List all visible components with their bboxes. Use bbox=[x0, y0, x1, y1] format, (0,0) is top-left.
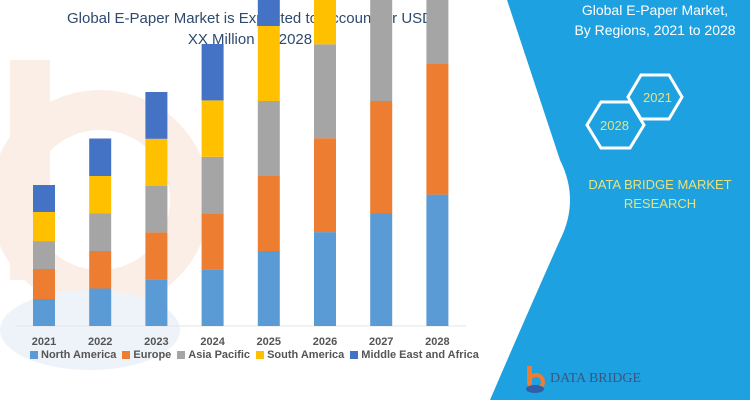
bar-segment-south-america-2024 bbox=[201, 100, 224, 157]
legend-swatch bbox=[30, 351, 38, 359]
legend-item: Europe bbox=[122, 349, 171, 361]
hex-2028 bbox=[585, 100, 646, 150]
hex-label-start: 2021 bbox=[643, 90, 672, 105]
bar-segment-europe-2025 bbox=[257, 176, 280, 251]
logo-icon bbox=[526, 366, 545, 393]
x-tick-label: 2028 bbox=[425, 336, 449, 348]
bar-segment-europe-2021 bbox=[33, 269, 55, 299]
legend-label: Europe bbox=[133, 349, 172, 361]
bar-segment-europe-2022 bbox=[89, 251, 112, 289]
bar-segment-north-america-2026 bbox=[314, 232, 336, 326]
legend-swatch bbox=[256, 351, 265, 359]
x-tick-label: 2026 bbox=[313, 336, 337, 348]
bar-segment-middle-east-and-africa-2023 bbox=[145, 92, 168, 139]
legend-item: Asia Pacific bbox=[177, 349, 250, 361]
hex-label-end: 2028 bbox=[600, 118, 629, 133]
bar-segment-north-america-2022 bbox=[89, 288, 112, 326]
x-tick-label: 2027 bbox=[369, 336, 393, 348]
chart-title: Global E-Paper Market is Expected to Acc… bbox=[67, 10, 433, 48]
bar-segment-north-america-2023 bbox=[145, 279, 168, 326]
bar-segment-asia-pacific-2028 bbox=[426, 0, 449, 64]
bar-segment-north-america-2021 bbox=[33, 299, 55, 326]
bar-segment-south-america-2026 bbox=[314, 0, 336, 45]
legend-swatch bbox=[177, 351, 186, 359]
bar-segment-europe-2026 bbox=[314, 138, 336, 233]
bar-segment-south-america-2022 bbox=[89, 176, 112, 214]
legend: North America Europe Asia Pacific South Ame… bbox=[30, 349, 479, 361]
bar-segment-asia-pacific-2025 bbox=[257, 101, 280, 176]
bar-segment-middle-east-and-africa-2024 bbox=[201, 44, 224, 101]
logo: DATA BRIDGE bbox=[524, 364, 641, 394]
bar-segment-south-america-2021 bbox=[33, 212, 55, 242]
bar-segment-europe-2028 bbox=[426, 63, 449, 195]
bar-segment-asia-pacific-2023 bbox=[145, 185, 168, 233]
bar-segment-south-america-2023 bbox=[145, 138, 168, 186]
legend-item: North America bbox=[30, 349, 116, 361]
bar-segment-middle-east-and-africa-2022 bbox=[89, 138, 112, 176]
bar-segment-south-america-2025 bbox=[257, 26, 280, 101]
bar-segment-north-america-2025 bbox=[257, 251, 280, 326]
bar-segment-north-america-2027 bbox=[370, 213, 393, 326]
bar-segment-europe-2023 bbox=[145, 232, 168, 280]
bar-segment-middle-east-and-africa-2025 bbox=[257, 0, 280, 26]
legend-label: Middle East and Africa bbox=[361, 349, 479, 361]
bar-segment-europe-2024 bbox=[201, 213, 224, 270]
bar-segment-asia-pacific-2021 bbox=[33, 241, 55, 269]
legend-label: North America bbox=[41, 349, 117, 361]
legend-label: Asia Pacific bbox=[188, 349, 251, 361]
panel-title: Global E-Paper Market, By Regions, 2021 … bbox=[574, 2, 736, 38]
legend-swatch bbox=[350, 351, 359, 359]
x-tick-label: 2021 bbox=[32, 336, 56, 348]
bar-segment-asia-pacific-2027 bbox=[370, 0, 393, 101]
legend-swatch bbox=[122, 351, 131, 359]
legend-label: South America bbox=[267, 349, 345, 361]
bar-segment-north-america-2024 bbox=[201, 269, 224, 326]
bar-segment-asia-pacific-2024 bbox=[201, 156, 224, 214]
bar-segment-middle-east-and-africa-2021 bbox=[33, 185, 55, 212]
x-tick-label: 2022 bbox=[88, 336, 112, 348]
x-tick-label: 2025 bbox=[257, 336, 281, 348]
bar-segment-europe-2027 bbox=[370, 101, 393, 214]
legend-item: Middle East and Africa bbox=[350, 349, 479, 361]
bar-segment-asia-pacific-2026 bbox=[314, 44, 336, 139]
bar-segment-asia-pacific-2022 bbox=[89, 213, 112, 251]
legend-item: South America bbox=[256, 349, 344, 361]
logo-text: DATA BRIDGE bbox=[550, 371, 642, 386]
x-tick-label: 2023 bbox=[144, 336, 168, 348]
brand-text: DATA BRIDGE MARKET RESEARCH bbox=[588, 177, 732, 211]
bar-segment-north-america-2028 bbox=[426, 194, 449, 326]
x-tick-label: 2024 bbox=[200, 336, 225, 348]
